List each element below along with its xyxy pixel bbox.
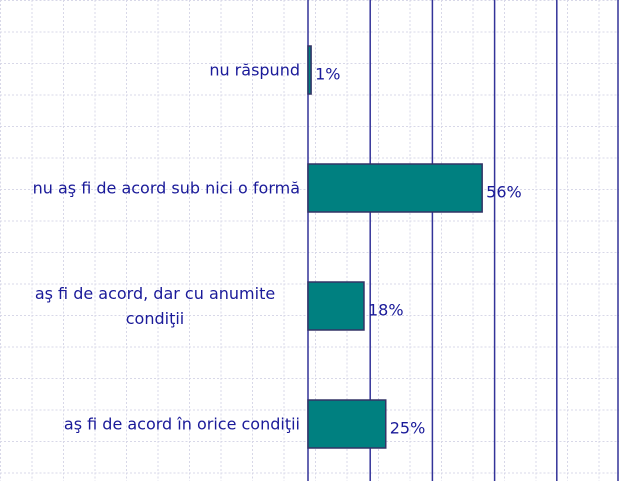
bar [307, 163, 483, 213]
value-label: 18% [368, 301, 404, 320]
value-label: 56% [486, 183, 522, 202]
category-label: aş fi de acord în orice condiţii [63, 414, 300, 434]
category-label: aş fi de acord, dar cu anumite condiţii [34, 284, 276, 328]
bar [307, 45, 312, 95]
bar [307, 399, 387, 449]
value-label: 25% [390, 419, 426, 438]
category-label: nu răspund [209, 60, 300, 80]
value-label: 1% [315, 65, 340, 84]
category-label: nu aş fi de acord sub nici o formă [32, 178, 300, 198]
bar [307, 281, 365, 331]
